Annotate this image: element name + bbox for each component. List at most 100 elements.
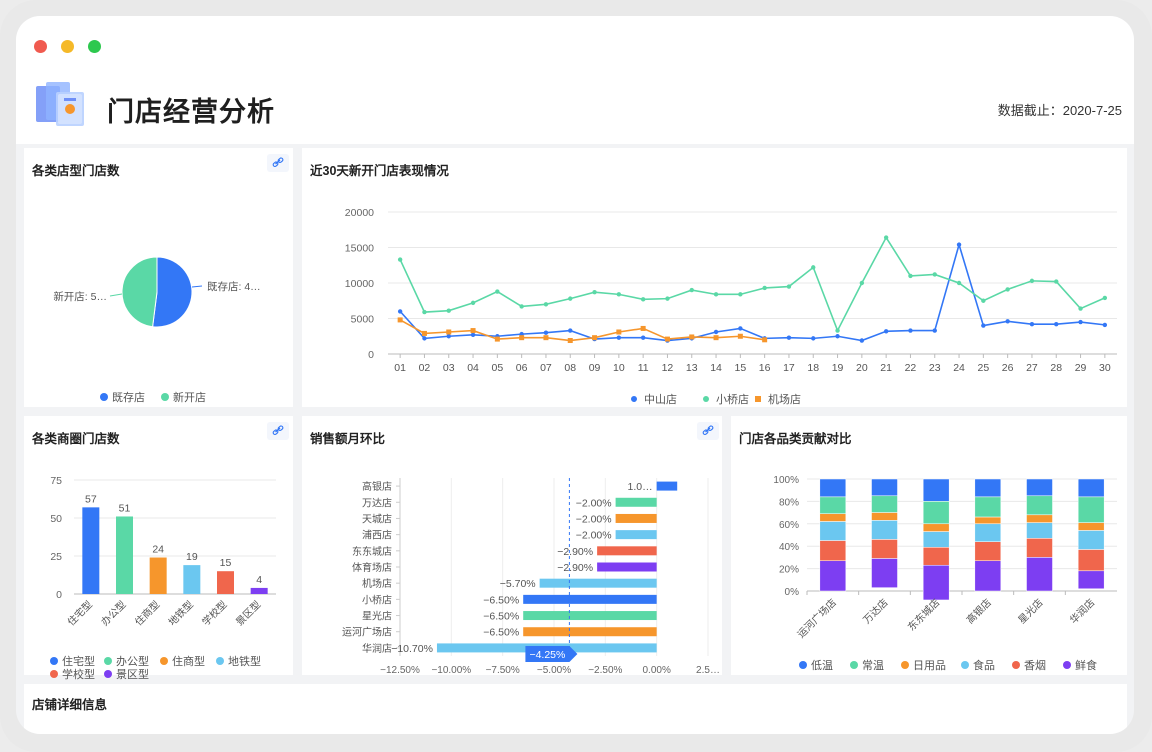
data-point: [713, 292, 719, 297]
bar-value-label: 57: [85, 493, 97, 505]
y-tick-label: 15000: [345, 243, 374, 255]
bar: [615, 497, 657, 507]
data-point: [811, 265, 816, 270]
y-tick-label: 20000: [345, 207, 374, 219]
data-point: [446, 334, 451, 339]
minimize-window-button[interactable]: [61, 40, 74, 53]
dashboard-logo-icon: [36, 82, 84, 126]
data-point: [835, 328, 840, 333]
data-point: [883, 329, 889, 334]
x-tick-label: −5.00%: [537, 665, 571, 676]
link-button[interactable]: [267, 154, 289, 172]
y-tick-label: 0%: [785, 587, 800, 598]
x-tick-label: 02: [419, 362, 431, 374]
bar-segment: [819, 521, 847, 541]
x-tick-label: 28: [1050, 362, 1062, 374]
bar-segment: [1026, 538, 1053, 558]
bar-value-label: −10.70%: [391, 643, 433, 655]
x-tick-label: 13: [686, 362, 698, 374]
data-point: [397, 309, 403, 314]
series-line: [399, 235, 1106, 333]
x-tick-label: 09: [589, 362, 601, 374]
y-tick-label: 天城店: [362, 512, 392, 525]
data-point: [616, 335, 622, 340]
bar: [656, 481, 678, 491]
data-point: [956, 242, 962, 247]
data-point: [1005, 319, 1010, 324]
x-tick-label: 高银店: [964, 596, 994, 626]
x-tick-label: 14: [710, 362, 722, 374]
y-tick-label: 20%: [779, 565, 799, 576]
y-tick-label: 小桥店: [362, 593, 392, 606]
store-types-card: 各类店型门店数 既存店: 4… 新开店: 5… 既存店 新开店: [24, 148, 293, 407]
x-tick-label: 住宅型: [65, 598, 95, 628]
x-tick-label: 29: [1075, 362, 1087, 374]
x-tick-label: 万达店: [860, 596, 890, 626]
data-point: [495, 289, 500, 294]
data-point: [446, 308, 451, 313]
legend-label: 景区型: [116, 667, 149, 681]
x-tick-label: 16: [759, 362, 771, 374]
bar-segment: [974, 541, 1002, 562]
legend-label: 香烟: [1024, 658, 1046, 672]
bar: [523, 627, 657, 637]
data-point: [543, 302, 549, 307]
data-point: [421, 330, 427, 336]
card-title: 近30天新开门店表现情况: [310, 164, 449, 178]
bar-segment: [974, 496, 1002, 518]
card-title: 各类店型门店数: [32, 164, 120, 178]
legend-marker: [901, 661, 909, 669]
bar-segment: [871, 539, 898, 559]
series-line: [399, 241, 1105, 342]
app-window: 门店经营分析 数据截止：2020-7-25 各类店型门店数 既存店: 4… 新开店…: [16, 16, 1134, 734]
slice-label: 既存店: 4…: [207, 280, 261, 293]
close-window-button[interactable]: [34, 40, 47, 53]
data-point: [446, 329, 452, 335]
x-tick-label: 18: [807, 362, 819, 374]
data-point: [689, 287, 694, 293]
bar-segment: [819, 540, 847, 562]
data-date-label: 数据截止：2020-7-25: [997, 103, 1122, 118]
data-point: [1078, 319, 1083, 325]
bar-value-label: −2.00%: [576, 497, 612, 509]
series-line: [399, 319, 765, 342]
data-point: [494, 336, 500, 342]
link-button[interactable]: [697, 422, 719, 440]
data-point: [859, 280, 865, 286]
bar-segment: [922, 547, 950, 566]
card-title: 店铺详细信息: [32, 698, 108, 712]
header: 门店经营分析 数据截止：2020-7-25: [16, 16, 1134, 144]
legend-label: 中山店: [644, 392, 677, 406]
data-point: [932, 272, 937, 277]
card-title: 各类商圈门店数: [32, 432, 120, 446]
data-point: [568, 328, 573, 333]
legend-marker: [1063, 661, 1071, 669]
x-tick-label: 景区型: [233, 598, 263, 628]
legend-label: 既存店: [112, 390, 145, 404]
y-tick-label: 40%: [779, 542, 799, 553]
maximize-window-button[interactable]: [88, 40, 101, 53]
legend-marker: [631, 396, 637, 402]
bar-value-label: 15: [220, 557, 232, 569]
data-point: [543, 335, 549, 341]
bar-value-label: −2.90%: [557, 562, 593, 574]
bar-segment: [1077, 549, 1105, 572]
x-tick-label: −10.00%: [431, 665, 471, 676]
bar-segment: [1026, 478, 1053, 497]
x-tick-label: 19: [832, 362, 844, 374]
x-tick-label: 23: [929, 362, 941, 374]
x-tick-label: 12: [662, 362, 674, 374]
new-stores-card: 近30天新开门店表现情况 0 5000 10000 15000 20000 01 02 03 0…: [302, 148, 1127, 407]
x-tick-label: 地铁型: [166, 598, 196, 628]
data-point: [1078, 306, 1083, 311]
legend-label: 低温: [811, 659, 833, 672]
bar-segment: [1026, 522, 1053, 539]
x-tick-label: 星光店: [1015, 596, 1045, 626]
y-tick-label: 高银店: [362, 480, 392, 493]
bar-segment: [1077, 522, 1105, 531]
data-point: [908, 273, 913, 279]
bar-value-label: 19: [186, 551, 198, 563]
bar-segment: [1077, 496, 1105, 523]
bar-segment: [922, 531, 950, 548]
link-button[interactable]: [267, 422, 289, 440]
